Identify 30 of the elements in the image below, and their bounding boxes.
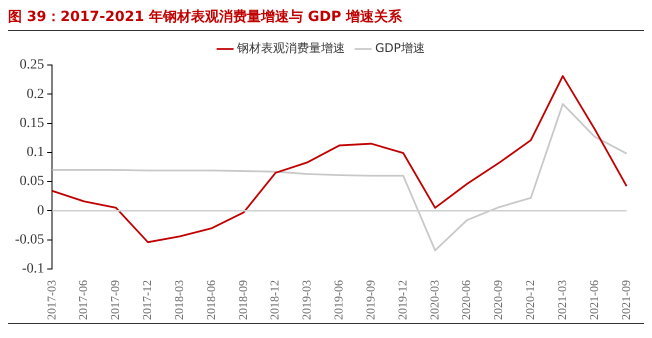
- y-tick-label: 0: [37, 203, 44, 218]
- x-tick-label: 2018-06: [204, 280, 218, 320]
- x-tick-label: 2018-03: [172, 280, 186, 320]
- x-tick-label: 2017-03: [44, 280, 58, 320]
- legend-label: GDP增速: [375, 41, 425, 56]
- x-tick-label: 2017-09: [108, 280, 122, 320]
- y-tick-label: 0.25: [20, 58, 44, 73]
- y-tick-label: -0.1: [22, 262, 44, 277]
- x-tick-label: 2021-03: [554, 280, 569, 320]
- legend-label: 钢材表观消费量增速: [236, 41, 346, 56]
- x-tick-label: 2019-03: [300, 280, 314, 320]
- y-tick-label: 0.2: [26, 86, 44, 102]
- chart-title: 图 39：2017-2021 年钢材表观消费量增速与 GDP 增速关系: [8, 8, 644, 31]
- x-tick-label: 2021-09: [618, 280, 633, 320]
- x-tick-label: 2017-12: [140, 280, 154, 320]
- x-tick-label: 2021-06: [586, 280, 601, 320]
- x-tick-label: 2020-12: [523, 280, 538, 320]
- x-tick-label: 2020-09: [491, 280, 506, 320]
- x-tick-label: 2019-06: [332, 280, 346, 320]
- x-tick-label: 2018-09: [236, 280, 250, 320]
- x-tick-label: 2018-12: [268, 280, 282, 320]
- y-tick-label: 0.15: [20, 116, 44, 131]
- x-tick-label: 2017-06: [76, 280, 90, 320]
- y-tick-label: 0.05: [20, 174, 44, 190]
- y-tick-label: 0.1: [26, 145, 44, 160]
- y-tick-label: -0.05: [14, 232, 44, 248]
- x-tick-label: 2020-03: [427, 280, 442, 320]
- x-tick-label: 2020-06: [459, 280, 474, 320]
- x-tick-label: 2019-12: [395, 280, 410, 320]
- x-tick-label: 2019-09: [363, 280, 378, 320]
